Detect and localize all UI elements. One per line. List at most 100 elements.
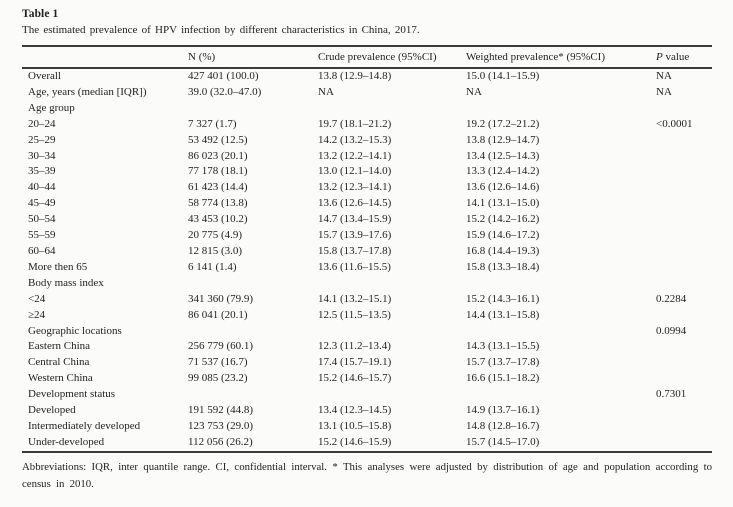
cell-n-percent: 6 141 (1.4)	[188, 260, 237, 273]
row-label: Developed	[28, 404, 76, 417]
cell-weighted-prevalence: 13.4 (12.5–14.3)	[466, 149, 540, 162]
cell-crude-prevalence: 15.7 (13.9–17.6)	[318, 229, 392, 242]
cell-n-percent	[182, 324, 312, 340]
row-label: Eastern China	[28, 340, 91, 353]
table-caption: The estimated prevalence of HPV infectio…	[22, 24, 420, 36]
cell-crude-prevalence: 13.2 (12.2–14.1)	[318, 149, 392, 162]
cell-weighted-prevalence: 16.8 (14.4–19.3)	[466, 244, 540, 257]
table-row: Western China 99 085 (23.2) 15.2 (14.6–15.…	[22, 371, 712, 387]
cell-p-value	[650, 308, 712, 324]
cell-p-value	[650, 276, 712, 292]
cell-p-value	[650, 212, 712, 228]
row-label: Central China	[28, 356, 90, 369]
row-label: Geographic locations	[28, 324, 122, 337]
table-row: Development status 0.7301	[22, 387, 712, 403]
cell-p-value	[650, 180, 712, 196]
cell-n-percent: 77 178 (18.1)	[188, 165, 248, 178]
row-label: 20–24	[28, 117, 56, 130]
cell-weighted-prevalence: 13.8 (12.9–14.7)	[466, 133, 540, 146]
cell-p-value: NA	[656, 85, 672, 98]
cell-weighted-prevalence	[460, 324, 650, 340]
table-row: 25–29 53 492 (12.5) 14.2 (13.2–15.3) 13.8 (…	[22, 133, 712, 149]
cell-n-percent: 341 360 (79.9)	[188, 292, 254, 305]
cell-n-percent	[182, 387, 312, 403]
cell-n-percent: 12 815 (3.0)	[188, 244, 243, 257]
table-row: 40–44 61 423 (14.4) 13.2 (12.3–14.1) 13.6 (…	[22, 180, 712, 196]
cell-weighted-prevalence: 13.6 (12.6–14.6)	[466, 181, 540, 194]
row-label: 35–39	[28, 165, 56, 178]
cell-p-value	[650, 164, 712, 180]
cell-p-value	[650, 244, 712, 260]
cell-n-percent: 191 592 (44.8)	[188, 404, 254, 417]
cell-n-percent: 61 423 (14.4)	[188, 181, 248, 194]
row-label: Age, years (median [IQR])	[28, 85, 147, 98]
cell-weighted-prevalence	[460, 101, 650, 117]
cell-crude-prevalence: 17.4 (15.7–19.1)	[318, 356, 392, 369]
table-row: Central China 71 537 (16.7) 17.4 (15.7–19.…	[22, 355, 712, 371]
table-row: Geographic locations 0.0994	[22, 324, 712, 340]
cell-crude-prevalence	[312, 387, 460, 403]
row-label: 55–59	[28, 229, 56, 242]
header-characteristic	[22, 46, 182, 69]
cell-p-value	[650, 419, 712, 435]
cell-n-percent: 71 537 (16.7)	[188, 356, 248, 369]
cell-p-value	[650, 371, 712, 387]
cell-p-value	[650, 339, 712, 355]
cell-weighted-prevalence: NA	[466, 85, 482, 98]
cell-crude-prevalence	[312, 324, 460, 340]
table-row: 20–24 7 327 (1.7) 19.7 (18.1–21.2) 19.2 (17…	[22, 117, 712, 133]
cell-n-percent: 53 492 (12.5)	[188, 133, 248, 146]
row-label: Overall	[28, 70, 61, 82]
row-label: 50–54	[28, 213, 56, 226]
cell-p-value: 0.2284	[656, 292, 687, 305]
p-symbol: P	[656, 51, 663, 63]
table-row: Body mass index	[22, 276, 712, 292]
cell-weighted-prevalence: 19.2 (17.2–21.2)	[466, 117, 540, 130]
header-crude-prevalence: Crude prevalence (95%CI)	[312, 46, 460, 69]
cell-crude-prevalence: 15.2 (14.6–15.7)	[318, 372, 392, 385]
row-label: ≥24	[28, 308, 46, 321]
table-row: 60–64 12 815 (3.0) 15.8 (13.7–17.8) 16.8 (1…	[22, 244, 712, 260]
row-label: Western China	[28, 372, 93, 385]
cell-crude-prevalence: NA	[318, 85, 334, 98]
cell-p-value	[650, 196, 712, 212]
table-row: Overall 427 401 (100.0) 13.8 (12.9–14.8) 15…	[22, 68, 712, 85]
cell-p-value	[650, 260, 712, 276]
table-row: 35–39 77 178 (18.1) 13.0 (12.1–14.0) 13.3 (…	[22, 164, 712, 180]
table-row: Age, years (median [IQR]) 39.0 (32.0–47.0…	[22, 85, 712, 101]
row-label: 60–64	[28, 244, 56, 257]
table-row: 30–34 86 023 (20.1) 13.2 (12.2–14.1) 13.4 (…	[22, 149, 712, 165]
cell-n-percent	[182, 276, 312, 292]
cell-crude-prevalence: 14.2 (13.2–15.3)	[318, 133, 392, 146]
cell-weighted-prevalence: 15.2 (14.2–16.2)	[466, 213, 540, 226]
header-n-percent: N (%)	[182, 46, 312, 69]
cell-n-percent: 427 401 (100.0)	[188, 70, 259, 82]
row-label: 45–49	[28, 197, 56, 210]
cell-p-value	[650, 149, 712, 165]
cell-weighted-prevalence	[460, 276, 650, 292]
table-row: 50–54 43 453 (10.2) 14.7 (13.4–15.9) 15.2 (…	[22, 212, 712, 228]
cell-weighted-prevalence: 15.2 (14.3–16.1)	[466, 292, 540, 305]
cell-crude-prevalence: 13.1 (10.5–15.8)	[318, 419, 392, 432]
cell-p-value: 0.0994	[656, 324, 687, 337]
cell-weighted-prevalence: 14.9 (13.7–16.1)	[466, 404, 540, 417]
cell-n-percent: 123 753 (29.0)	[188, 419, 254, 432]
cell-p-value	[650, 435, 712, 452]
cell-weighted-prevalence: 15.9 (14.6–17.2)	[466, 229, 540, 242]
cell-weighted-prevalence: 14.3 (13.1–15.5)	[466, 340, 540, 353]
table-row: Developed 191 592 (44.8) 13.4 (12.3–14.5) 1…	[22, 403, 712, 419]
cell-n-percent: 58 774 (13.8)	[188, 197, 248, 210]
table-row: <24 341 360 (79.9) 14.1 (13.2–15.1) 15.2 (1…	[22, 292, 712, 308]
row-label: More then 65	[28, 260, 88, 273]
cell-crude-prevalence	[312, 276, 460, 292]
hpv-prevalence-table: N (%) Crude prevalence (95%CI) Weighted …	[22, 45, 712, 453]
table-row: Age group	[22, 101, 712, 117]
cell-p-value	[650, 403, 712, 419]
cell-crude-prevalence: 13.8 (12.9–14.8)	[318, 70, 392, 82]
cell-weighted-prevalence: 15.0 (14.1–15.9)	[466, 70, 540, 82]
cell-n-percent: 86 023 (20.1)	[188, 149, 248, 162]
cell-crude-prevalence: 15.2 (14.6–15.9)	[318, 435, 392, 448]
p-value-word: value	[665, 51, 690, 63]
cell-p-value	[650, 355, 712, 371]
header-p-value: P value	[650, 46, 712, 69]
